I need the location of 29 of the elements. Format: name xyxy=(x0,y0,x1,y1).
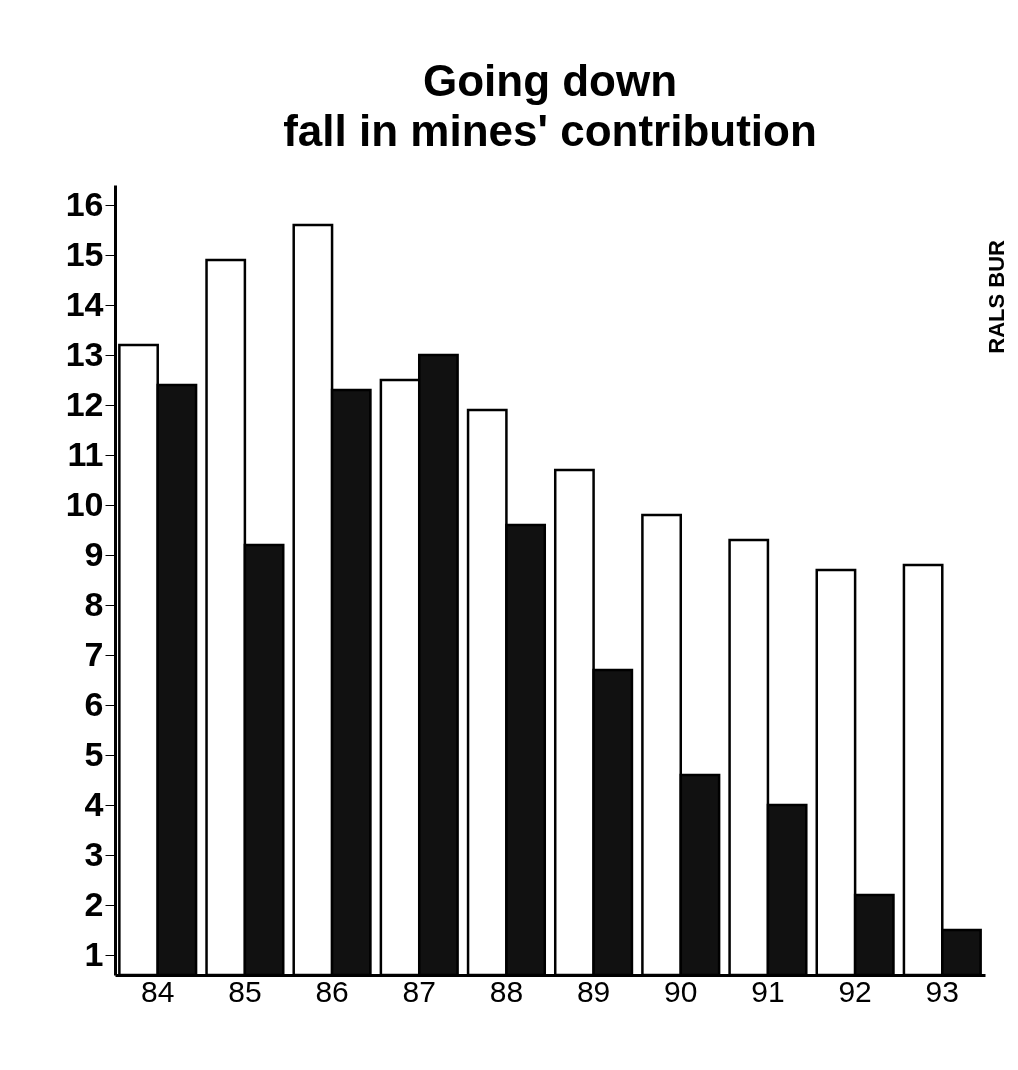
y-tick-label: 11 xyxy=(67,434,104,473)
y-tick-label: 16 xyxy=(65,184,104,223)
y-tick-label: 7 xyxy=(84,634,104,673)
x-tick-label: 92 xyxy=(838,974,872,1008)
y-tick-label: 5 xyxy=(84,734,104,773)
y-tick-label: 4 xyxy=(84,784,104,823)
x-tick-label: 85 xyxy=(228,974,262,1008)
x-tick-label: 84 xyxy=(141,974,175,1008)
annotation: RALS BUR xyxy=(984,240,1010,354)
x-tick-label: 90 xyxy=(664,974,698,1008)
y-tick-label: 9 xyxy=(84,534,104,573)
x-tick-label: 88 xyxy=(489,974,524,1008)
y-tick-label: 2 xyxy=(84,884,104,923)
y-tick-label: 15 xyxy=(65,234,104,273)
x-tick-label: 91 xyxy=(751,974,785,1008)
y-tick-label: 10 xyxy=(65,484,104,523)
y-tick-label: 13 xyxy=(65,334,104,373)
y-tick-label: 14 xyxy=(65,284,104,323)
y-tick-label: 3 xyxy=(84,834,104,873)
x-tick-label: 89 xyxy=(576,974,611,1008)
x-tick-label: 87 xyxy=(402,974,436,1008)
y-tick-label: 1 xyxy=(84,934,104,973)
y-tick-label: 6 xyxy=(84,684,104,723)
chart-subtitle: fall in mines' contribution xyxy=(283,106,817,155)
x-tick-label: 86 xyxy=(315,974,349,1008)
x-tick-label: 93 xyxy=(925,974,959,1008)
chart-title: Going down xyxy=(422,56,678,105)
y-tick-label: 12 xyxy=(65,384,104,423)
y-tick-label: 8 xyxy=(84,584,104,623)
